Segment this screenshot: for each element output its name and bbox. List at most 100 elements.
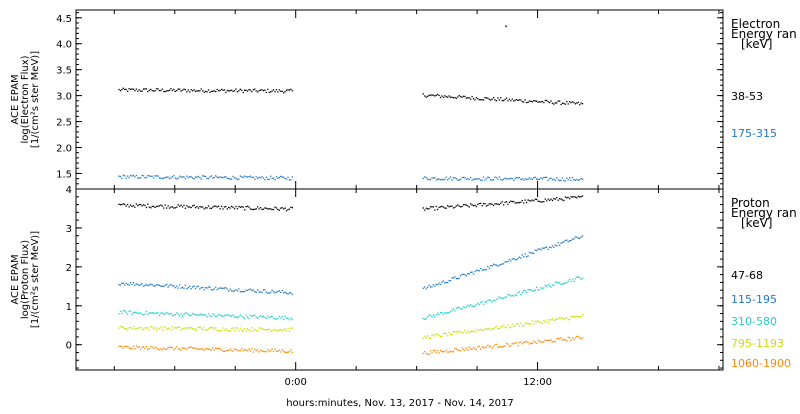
data-point [444,312,446,314]
data-point [154,312,156,315]
data-point [196,286,198,288]
data-point [536,198,538,201]
data-point [258,208,260,210]
data-point [520,341,522,343]
data-point [216,315,218,317]
data-point [281,330,283,332]
data-point [548,101,551,104]
data-point [141,346,143,348]
data-point [494,264,496,266]
data-point [439,349,442,352]
data-point [459,95,462,98]
data-point [487,327,489,330]
data-point [527,341,529,343]
data-point [537,200,539,202]
data-point [488,98,490,101]
data-point [118,345,120,347]
data-point [254,328,256,331]
data-point [241,89,243,92]
data-point [187,313,189,316]
data-point [245,289,247,291]
data-point [147,348,149,351]
data-point [125,311,127,313]
data-point [478,178,480,180]
data-point [462,204,465,206]
data-point [280,317,282,319]
data-point [210,349,213,351]
data-point [464,95,466,98]
data-point [147,326,149,329]
data-point [135,311,137,314]
data-point [272,177,275,179]
data-point [184,207,187,209]
electron-legend-title: Energy ran [731,27,797,41]
data-point [434,95,436,97]
data-point [158,177,161,179]
data-point [448,279,450,282]
data-point [541,201,544,203]
data-point [447,179,449,181]
data-point [281,90,283,92]
data-point [449,176,452,178]
data-point [513,295,515,297]
data-point [236,91,239,93]
data-point [126,203,129,206]
data-point [278,349,280,351]
data-point [432,94,435,96]
data-point [470,348,472,350]
data-point [441,350,443,353]
data-point [477,346,479,348]
data-point [429,94,432,96]
data-point [495,325,498,327]
data-point [256,177,259,180]
data-point [129,174,132,177]
data-point [163,313,165,315]
data-point [131,88,133,90]
data-point [223,206,226,208]
data-point [194,328,197,330]
data-point [241,291,243,293]
proton-legend-entry: 1060-1900 [731,357,791,370]
data-point [468,346,470,348]
data-point [164,204,166,206]
data-point [563,102,565,105]
data-point [426,335,429,337]
data-point [206,177,208,180]
data-point [150,283,152,285]
data-point [561,241,564,244]
data-point [523,256,525,258]
data-point [183,327,185,330]
proton-legend-entry: 115-195 [731,293,777,306]
data-point [176,89,178,92]
data-point [209,207,211,209]
data-point [434,350,436,352]
data-point [137,327,139,329]
electron-ylabel-line: ACE EPAM [10,74,21,124]
data-point [235,316,237,318]
data-point [134,176,136,178]
data-point [187,286,189,289]
data-point [426,316,429,318]
data-point [438,314,440,316]
data-point [482,347,485,349]
data-point [187,206,189,208]
data-point [228,314,230,316]
x-tick-label: 0:00 [284,377,306,388]
data-point [438,94,440,97]
data-point [558,244,561,246]
data-point [228,177,230,180]
data-point [199,177,201,179]
data-point [422,207,424,209]
data-point [459,206,462,208]
data-point [429,286,432,288]
data-point [189,206,191,208]
data-point [534,249,536,251]
data-point [428,178,430,181]
data-point [225,176,227,178]
data-point [183,287,185,289]
data-point [518,99,521,101]
proton-ytick-label: 3 [66,224,72,235]
data-point [558,338,561,340]
data-point [275,291,278,293]
